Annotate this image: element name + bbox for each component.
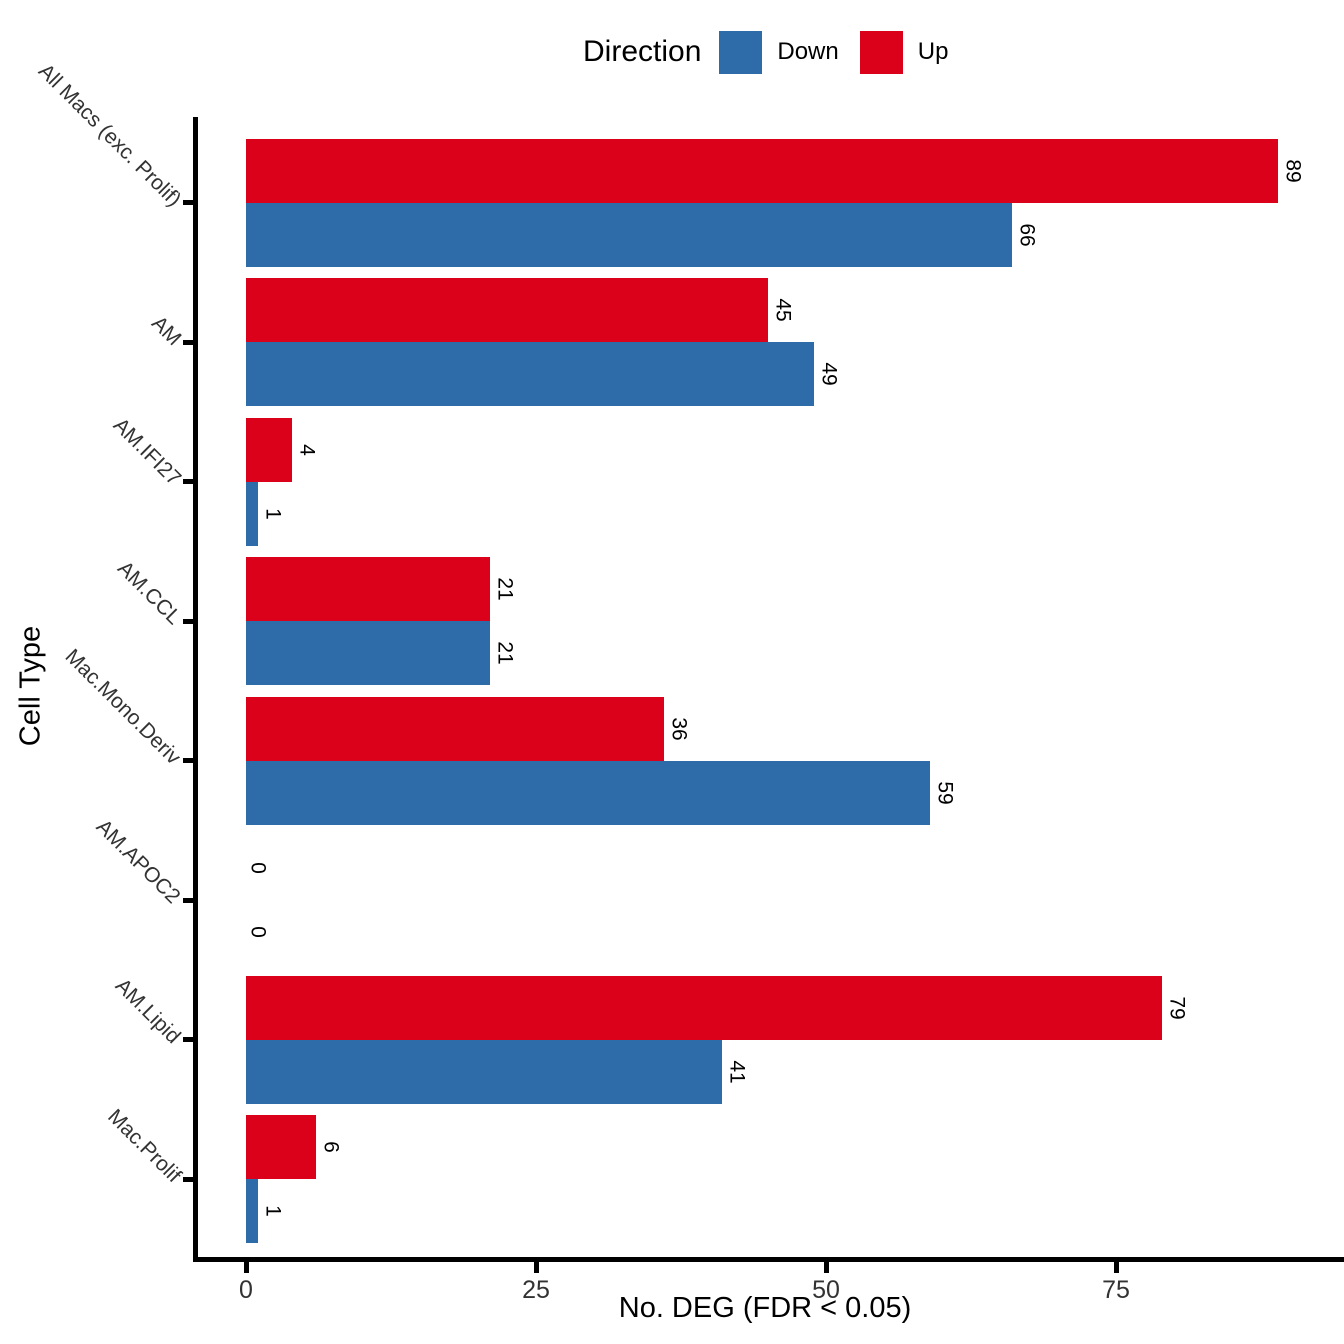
bar-value-label: 49 [817, 362, 841, 386]
bar-up [246, 696, 664, 761]
bar-value-label: 36 [667, 716, 691, 741]
y-category-label: AM.APOC2 [92, 815, 186, 909]
bar-value-label: 1 [261, 1205, 285, 1217]
bar-value-label: 4 [295, 443, 319, 456]
bar-value-label: 45 [771, 298, 795, 322]
y-category-label: AM.CCL [112, 556, 186, 630]
bar-value-label: 21 [493, 641, 517, 665]
y-category-label: All Macs (exc. Prolif) [33, 59, 186, 211]
bar-value-label: 1 [261, 507, 285, 520]
x-tick-label: 25 [522, 1276, 550, 1304]
bar-down [246, 481, 258, 546]
bar-value-label: 89 [1281, 158, 1305, 183]
legend-swatch-up-icon [859, 30, 903, 74]
x-tick-mark [823, 1262, 829, 1273]
bar-value-label: 0 [246, 926, 270, 938]
y-tick-mark [183, 1037, 193, 1042]
bar-up [246, 557, 490, 621]
y-axis-title: Cell Type [14, 625, 47, 747]
legend-label-down: Down [777, 38, 839, 65]
x-axis-line [193, 1257, 1344, 1262]
y-tick-mark [183, 339, 193, 345]
y-axis-line [193, 117, 198, 1262]
legend-title: Direction [583, 35, 702, 68]
y-tick-mark [183, 1176, 193, 1182]
bar-up [246, 1115, 316, 1179]
legend-swatch-down-icon [719, 30, 763, 74]
bar-value-label: 59 [933, 780, 957, 805]
bar-down [246, 760, 931, 825]
bar-down [246, 621, 490, 685]
bar-value-label: 21 [493, 577, 517, 601]
legend-label-up: Up [917, 38, 949, 65]
x-tick-label: 50 [812, 1276, 840, 1304]
y-category-label: Mac.Prolif [102, 1104, 186, 1188]
y-tick-mark [183, 200, 193, 205]
y-category-label: AM [146, 311, 186, 351]
bar-up [246, 138, 1279, 203]
bar-up [246, 278, 768, 342]
bar-value-label: 6 [319, 1141, 343, 1153]
x-axis-title: No. DEG (FDR < 0.05) [618, 1292, 912, 1324]
bar-value-label: 41 [725, 1059, 749, 1084]
bar-down [246, 202, 1012, 267]
y-tick-mark [183, 758, 193, 763]
bar-down [246, 1179, 258, 1243]
bar-down [246, 342, 815, 406]
bar-down [246, 1039, 722, 1104]
bar-value-label: 79 [1165, 995, 1189, 1020]
bar-up [246, 417, 293, 482]
y-category-label: Mac.Mono.Deriv [60, 644, 186, 769]
y-tick-mark [183, 897, 193, 903]
x-tick-mark [1113, 1262, 1119, 1273]
bar-value-label: 0 [246, 862, 270, 874]
bar-value-label: 66 [1015, 222, 1039, 247]
y-tick-mark [183, 479, 193, 484]
x-tick-mark [533, 1262, 539, 1273]
x-tick-label: 0 [239, 1276, 253, 1304]
y-category-label: AM.IFI27 [108, 413, 186, 490]
y-category-label: AM.Lipid [111, 973, 186, 1048]
bar-up [246, 975, 1163, 1040]
legend: Direction Down Up [583, 29, 969, 75]
x-tick-mark [243, 1262, 249, 1273]
y-tick-mark [183, 618, 193, 624]
x-tick-label: 75 [1102, 1276, 1130, 1304]
